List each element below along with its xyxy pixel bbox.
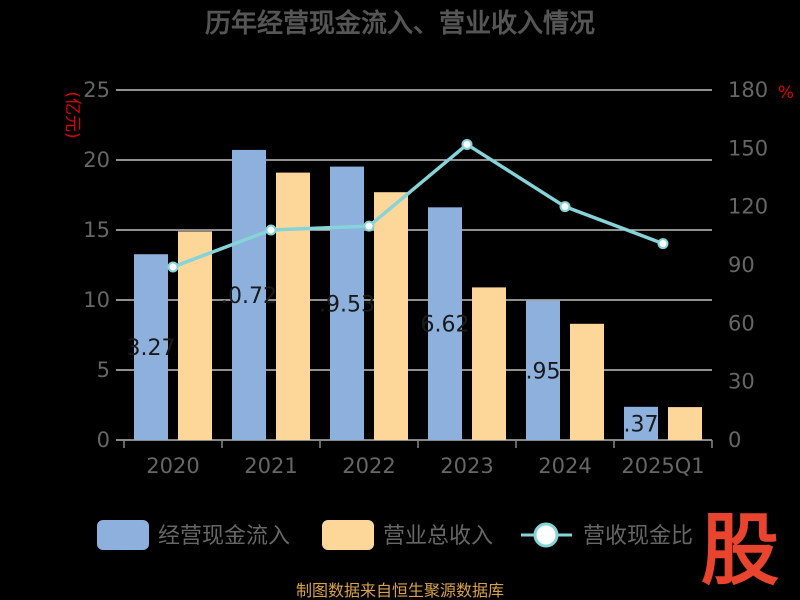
bar-cash-inflow[interactable] [134, 254, 168, 440]
right-tick-label: 150 [728, 136, 768, 160]
legend-marker-ratio[interactable] [533, 522, 559, 548]
source-note: 制图数据来自恒生聚源数据库 [296, 581, 504, 600]
bar-revenue[interactable] [178, 231, 212, 440]
left-tick-label: 20 [83, 148, 110, 172]
bar-value-label: .37 [624, 412, 659, 437]
bar-value-label: .95 [526, 359, 561, 384]
ratio-point[interactable] [461, 138, 473, 150]
chart-title: 历年经营现金流入、营业收入情况 [205, 8, 595, 39]
ratio-point[interactable] [363, 220, 375, 232]
legend-swatch-revenue[interactable] [322, 520, 374, 550]
left-axis-ticks: 0 5 10 15 20 25 [83, 78, 110, 452]
ratio-line-path [172, 142, 664, 269]
legend-label-cash-inflow[interactable]: 经营现金流入 [158, 524, 290, 549]
bar-revenue[interactable] [570, 323, 604, 440]
bar-value-label: .9.53 [319, 292, 375, 317]
x-tick-label: 2025Q1 [621, 454, 704, 478]
ratio-point[interactable] [167, 261, 179, 273]
left-tick-label: 15 [83, 218, 110, 242]
bar-value-label: 6.62 [421, 313, 470, 338]
legend-label-revenue[interactable]: 营业总收入 [383, 524, 493, 549]
ratio-point[interactable] [265, 224, 277, 236]
bar-revenue[interactable] [472, 287, 506, 440]
bar-cash-inflow[interactable] [330, 166, 364, 440]
bar-revenue[interactable] [374, 192, 408, 440]
x-tick-label: 2024 [538, 454, 591, 478]
data-labels: 3.27 .0.72 .9.53 6.62 .95 .37 [127, 284, 659, 437]
x-tick-label: 2021 [244, 454, 297, 478]
left-tick-label: 5 [97, 358, 110, 382]
bar-value-label: .0.72 [221, 284, 277, 309]
legend-swatch-cash-inflow[interactable] [97, 520, 149, 550]
left-tick-label: 25 [83, 78, 110, 102]
ratio-point[interactable] [657, 238, 669, 250]
right-axis-unit: % [778, 83, 794, 103]
right-tick-label: 90 [728, 253, 755, 277]
bar-revenue[interactable] [276, 172, 310, 440]
x-axis-ticks: 2020 2021 2022 2023 2024 2025Q1 [123, 440, 713, 478]
right-tick-label: 30 [728, 370, 755, 394]
grid-lines [116, 89, 712, 441]
bar-cash-inflow[interactable] [624, 406, 658, 440]
legend-label-ratio[interactable]: 营收现金比 [583, 524, 693, 549]
bars [134, 149, 702, 441]
right-tick-label: 0 [728, 428, 741, 452]
bar-value-label: 3.27 [127, 336, 176, 361]
legend: 经营现金流入 营业总收入 营收现金比 [97, 520, 693, 550]
right-tick-label: 180 [728, 78, 768, 102]
bar-revenue[interactable] [668, 407, 702, 440]
bar-cash-inflow[interactable] [232, 149, 266, 441]
bar-cash-inflow[interactable] [428, 207, 462, 440]
left-tick-label: 10 [83, 288, 110, 312]
ratio-point[interactable] [559, 201, 571, 213]
left-tick-label: 0 [97, 428, 110, 452]
right-tick-label: 60 [728, 311, 755, 335]
logo-mark: 股 [701, 506, 779, 596]
x-tick-label: 2023 [440, 454, 493, 478]
left-axis-unit: (亿元) [62, 91, 82, 138]
right-axis-ticks: 0 30 60 90 120 150 180 [728, 78, 768, 452]
x-tick-label: 2020 [146, 454, 199, 478]
right-tick-label: 120 [728, 195, 768, 219]
bar-cash-inflow[interactable] [526, 300, 560, 440]
ratio-line [167, 138, 669, 273]
x-tick-label: 2022 [342, 454, 395, 478]
